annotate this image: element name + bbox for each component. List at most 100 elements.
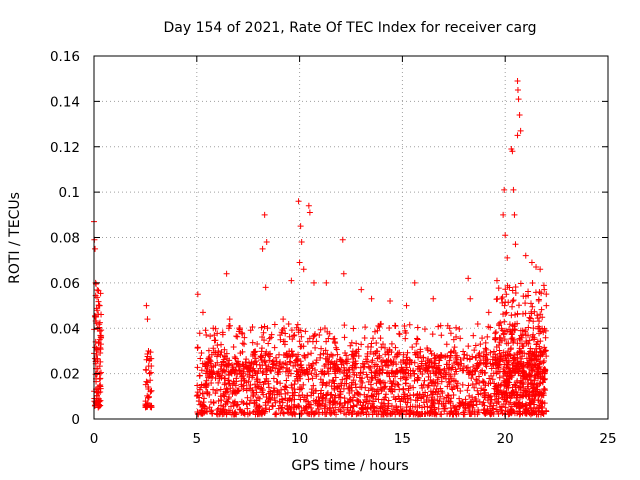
data-point xyxy=(260,368,267,375)
data-point xyxy=(249,324,256,331)
data-point xyxy=(323,279,330,286)
data-point xyxy=(226,357,233,364)
data-point xyxy=(441,408,448,415)
data-point xyxy=(215,368,222,375)
data-point xyxy=(514,377,521,384)
data-point xyxy=(480,359,487,366)
data-point xyxy=(502,232,509,239)
data-point xyxy=(515,96,522,103)
data-point xyxy=(283,365,290,372)
data-point xyxy=(380,341,386,348)
data-point xyxy=(225,371,232,378)
data-point xyxy=(386,325,393,332)
data-point xyxy=(492,360,499,367)
data-point xyxy=(500,211,507,218)
data-point xyxy=(381,384,388,391)
data-point xyxy=(438,374,445,381)
data-point xyxy=(294,403,301,410)
data-point xyxy=(411,279,418,286)
data-point xyxy=(206,404,213,411)
data-point xyxy=(259,333,266,340)
data-point xyxy=(216,373,223,380)
data-point xyxy=(379,357,386,364)
y-tick-label: 0.1 xyxy=(59,185,80,201)
data-point xyxy=(458,360,465,367)
data-point xyxy=(283,351,290,358)
y-tick-label: 0 xyxy=(71,412,80,428)
data-point xyxy=(304,398,311,405)
data-point xyxy=(430,295,437,302)
data-point xyxy=(236,367,243,374)
data-point xyxy=(325,359,332,366)
data-point xyxy=(221,346,228,353)
data-point xyxy=(310,360,317,367)
data-point xyxy=(197,355,204,362)
data-point xyxy=(148,387,155,394)
data-point xyxy=(419,391,426,398)
data-point xyxy=(467,295,474,302)
data-point xyxy=(500,330,507,337)
data-point xyxy=(263,348,270,355)
data-point xyxy=(299,392,306,399)
data-point xyxy=(269,403,276,410)
data-point xyxy=(543,302,550,309)
data-point xyxy=(221,353,228,360)
data-point xyxy=(477,390,484,397)
data-point xyxy=(510,360,517,367)
data-point xyxy=(368,343,375,350)
data-point xyxy=(237,367,244,374)
data-point xyxy=(433,370,440,377)
data-point xyxy=(486,394,493,401)
data-point xyxy=(534,404,541,411)
data-point xyxy=(260,329,267,336)
data-point xyxy=(232,409,239,416)
data-point xyxy=(343,352,350,359)
data-point xyxy=(288,409,295,416)
data-point xyxy=(321,403,328,410)
data-point xyxy=(399,366,406,373)
data-point xyxy=(259,245,266,252)
data-point xyxy=(97,341,104,348)
data-point xyxy=(435,405,442,412)
data-point xyxy=(444,392,451,399)
data-point xyxy=(420,381,427,388)
data-point xyxy=(217,402,224,409)
data-point xyxy=(333,346,340,353)
data-point xyxy=(489,376,496,383)
data-point xyxy=(282,330,289,337)
data-point xyxy=(252,355,259,362)
data-point xyxy=(224,386,231,393)
data-point xyxy=(335,406,342,413)
data-point xyxy=(424,392,431,399)
data-point xyxy=(534,312,541,319)
data-point xyxy=(394,351,401,358)
data-point xyxy=(291,404,298,411)
data-point xyxy=(250,390,257,397)
data-point xyxy=(295,329,302,336)
data-point xyxy=(379,367,386,374)
data-point xyxy=(374,348,381,355)
data-point xyxy=(203,377,210,384)
data-point xyxy=(298,343,305,350)
data-point xyxy=(453,382,460,389)
data-point xyxy=(376,324,383,331)
data-point xyxy=(366,397,373,404)
data-point xyxy=(272,365,279,372)
data-point xyxy=(346,373,353,380)
data-point xyxy=(144,394,151,401)
data-point xyxy=(483,409,490,416)
data-point xyxy=(539,379,546,386)
data-point xyxy=(241,334,248,341)
data-point xyxy=(432,409,439,416)
data-point xyxy=(94,307,101,314)
data-point xyxy=(519,310,526,317)
data-point xyxy=(306,209,313,216)
data-point xyxy=(322,382,329,389)
data-point xyxy=(479,335,486,342)
data-point xyxy=(143,302,150,309)
data-point xyxy=(406,321,413,328)
data-point xyxy=(538,306,545,313)
data-point xyxy=(368,295,375,302)
data-point xyxy=(410,384,417,391)
